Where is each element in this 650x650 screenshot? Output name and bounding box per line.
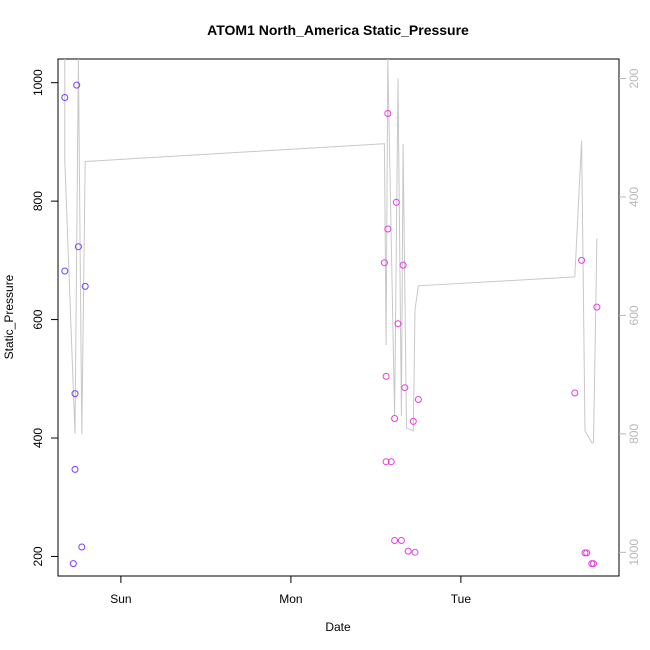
y-tick-label: 1000 <box>31 69 45 96</box>
data-point <box>387 458 395 466</box>
data-point <box>71 465 79 473</box>
data-point <box>399 261 407 269</box>
data-point <box>414 396 422 403</box>
y-tick-label: 400 <box>31 428 45 448</box>
data-point <box>392 198 400 206</box>
pressure-points-layer <box>61 81 601 568</box>
chart-title: ATOM1 North_America Static_Pressure <box>207 22 469 38</box>
data-point <box>69 560 77 568</box>
y-axis-label: Static_Pressure <box>2 274 16 359</box>
data-point <box>404 547 412 555</box>
data-point <box>593 303 601 311</box>
data-point <box>380 259 388 267</box>
y2-tick-label: 1000 <box>627 539 641 566</box>
plot-frame <box>57 58 620 577</box>
pressure-line <box>64 58 598 444</box>
data-point <box>382 458 390 466</box>
x-tick-label: Sun <box>110 592 131 606</box>
data-point <box>78 543 86 551</box>
x-axis-label: Date <box>325 620 351 634</box>
y-axis-left: 200 400 600 800 1000 <box>31 69 58 566</box>
data-point <box>382 372 390 380</box>
data-point <box>397 537 405 544</box>
y-tick-label: 200 <box>31 546 45 566</box>
x-axis: Sun Mon Tue <box>110 576 471 606</box>
data-point <box>401 384 409 392</box>
y2-tick-label: 200 <box>627 68 641 88</box>
y-tick-label: 800 <box>31 191 45 211</box>
x-tick-label: Mon <box>279 592 302 606</box>
data-point <box>394 320 402 328</box>
data-point <box>71 390 79 398</box>
y-tick-label: 600 <box>31 309 45 329</box>
data-point <box>409 417 417 425</box>
data-point <box>61 94 69 101</box>
y-axis-right: 200 400 600 800 1000 <box>619 68 641 566</box>
data-point <box>583 549 591 557</box>
pressure-line-layer <box>64 58 598 444</box>
data-point <box>571 389 579 397</box>
data-point <box>391 415 399 422</box>
data-point <box>384 110 392 117</box>
data-point <box>411 548 419 556</box>
x-tick-label: Tue <box>451 592 472 606</box>
y2-tick-label: 600 <box>627 305 641 325</box>
data-point <box>590 560 597 568</box>
data-point <box>391 537 399 544</box>
data-point <box>73 81 81 89</box>
data-point <box>578 256 586 264</box>
data-point <box>384 225 392 233</box>
data-point <box>81 282 89 290</box>
data-point <box>61 267 69 275</box>
y2-tick-label: 400 <box>627 187 641 207</box>
data-point <box>74 243 82 251</box>
y2-tick-label: 800 <box>627 424 641 444</box>
